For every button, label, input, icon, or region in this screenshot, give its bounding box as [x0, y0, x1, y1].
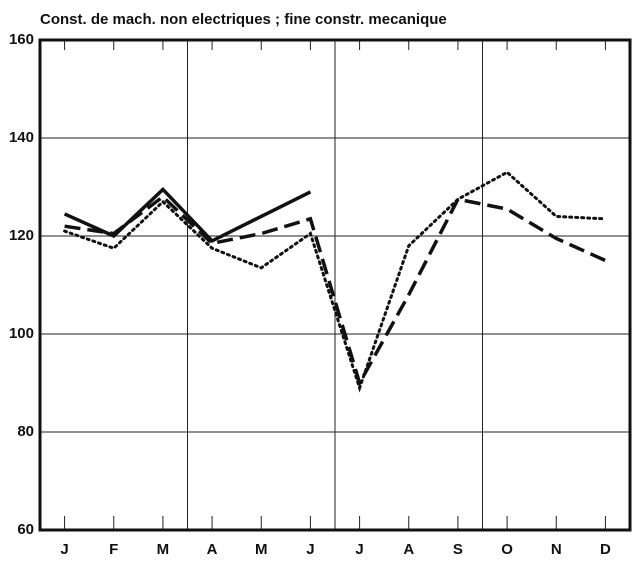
y-tick-label: 100 — [9, 325, 34, 342]
y-tick-label: 80 — [17, 423, 34, 440]
x-tick-label: J — [60, 541, 68, 558]
x-tick-label: A — [207, 541, 218, 558]
x-tick-label: N — [551, 541, 562, 558]
y-tick-label: 120 — [9, 227, 34, 244]
plot-frame — [38, 38, 632, 532]
x-tick-label: J — [355, 541, 363, 558]
x-tick-label: D — [600, 541, 611, 558]
x-tick-label: A — [403, 541, 414, 558]
line-series — [63, 170, 607, 393]
x-tick-label: J — [306, 541, 314, 558]
y-tick-label: 160 — [9, 31, 34, 48]
y-tick-label: 140 — [9, 129, 34, 146]
x-tick-label: F — [109, 541, 118, 558]
x-tick-label: M — [255, 541, 268, 558]
x-tick-label: S — [453, 541, 463, 558]
x-tick-label: M — [157, 541, 170, 558]
chart-title: Const. de mach. non electriques ; fine c… — [40, 11, 447, 28]
line-series — [63, 186, 312, 244]
line-series — [64, 194, 607, 388]
y-tick-label: 60 — [17, 521, 34, 538]
x-tick-label: O — [501, 541, 513, 558]
